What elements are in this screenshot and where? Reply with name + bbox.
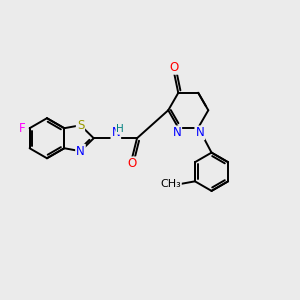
Text: N: N [76, 145, 85, 158]
Text: CH₃: CH₃ [160, 179, 181, 189]
Text: O: O [169, 61, 178, 74]
Text: S: S [77, 119, 84, 132]
Text: N: N [172, 126, 181, 140]
Text: N: N [195, 126, 204, 140]
Text: F: F [19, 122, 26, 135]
Text: N: N [111, 126, 120, 140]
Text: H: H [116, 124, 124, 134]
Text: O: O [127, 157, 136, 170]
